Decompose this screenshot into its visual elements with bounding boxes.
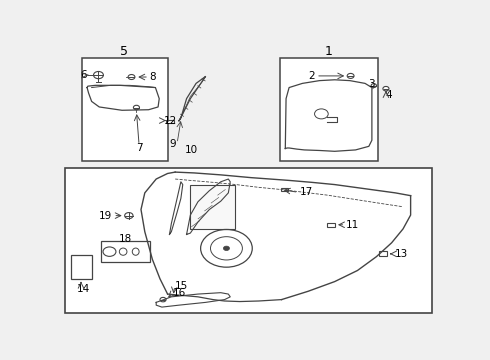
Ellipse shape <box>132 248 139 255</box>
Circle shape <box>223 246 229 251</box>
Text: 2: 2 <box>309 71 315 81</box>
Bar <box>280 58 378 161</box>
Text: 18: 18 <box>119 234 132 244</box>
Text: 4: 4 <box>385 90 392 100</box>
Text: 17: 17 <box>299 187 313 197</box>
Circle shape <box>160 297 166 302</box>
Text: 16: 16 <box>173 288 187 298</box>
Circle shape <box>94 72 103 79</box>
Text: 9: 9 <box>170 139 176 149</box>
Bar <box>281 188 288 192</box>
Circle shape <box>383 86 389 91</box>
Circle shape <box>371 84 376 87</box>
Circle shape <box>124 212 133 219</box>
Text: 13: 13 <box>394 249 408 259</box>
Text: 14: 14 <box>76 284 90 293</box>
Text: 19: 19 <box>98 211 112 221</box>
Text: 6: 6 <box>80 70 87 80</box>
Text: 1: 1 <box>325 45 333 58</box>
Text: 12: 12 <box>164 116 177 126</box>
Circle shape <box>133 105 140 110</box>
Bar <box>379 251 387 256</box>
Text: 8: 8 <box>150 72 156 82</box>
Bar <box>190 185 235 229</box>
Text: 10: 10 <box>185 145 198 155</box>
Bar <box>327 223 335 226</box>
Text: 3: 3 <box>368 79 375 89</box>
Bar <box>82 58 168 161</box>
Bar <box>166 120 174 123</box>
Ellipse shape <box>120 248 127 255</box>
Text: 7: 7 <box>136 143 143 153</box>
Bar <box>71 255 92 279</box>
Text: 5: 5 <box>120 45 128 58</box>
Bar <box>65 168 432 314</box>
Bar <box>101 242 150 262</box>
Text: 11: 11 <box>346 220 359 230</box>
Text: 15: 15 <box>175 281 189 291</box>
Circle shape <box>128 75 135 80</box>
Circle shape <box>347 73 354 78</box>
